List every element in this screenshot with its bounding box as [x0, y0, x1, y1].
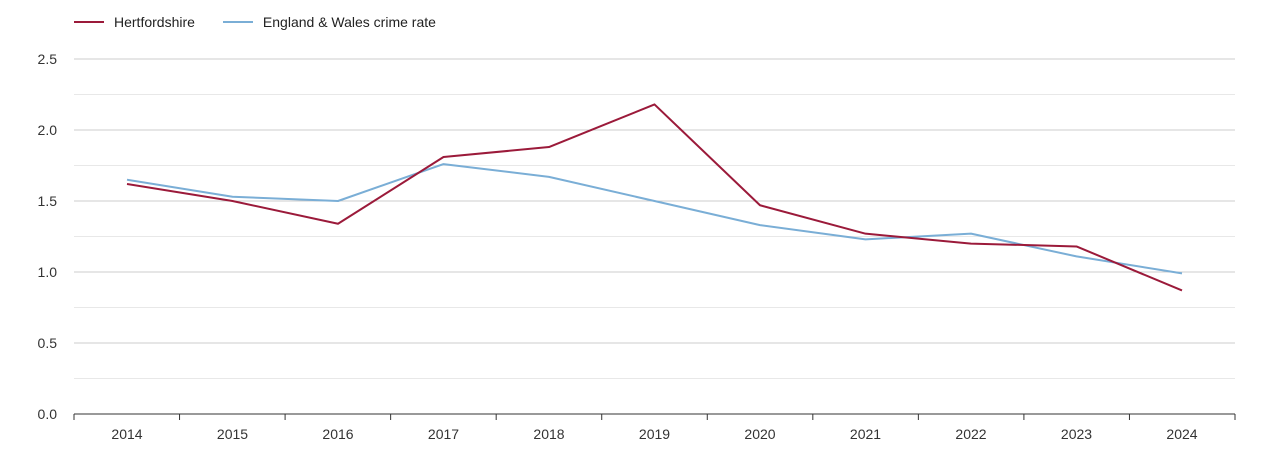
legend-item-england-wales: England & Wales crime rate	[223, 14, 436, 30]
y-tick-label: 0.5	[38, 335, 58, 351]
legend-swatch-england-wales	[223, 21, 253, 23]
x-axis: 2014 2015 2016 2017 2018 2019 2020 2021 2022 2023…	[74, 414, 1235, 442]
grid	[74, 59, 1235, 379]
x-tick-label: 2015	[217, 426, 248, 442]
legend-label-hertfordshire: Hertfordshire	[114, 14, 195, 30]
legend-label-england-wales: England & Wales crime rate	[263, 14, 436, 30]
x-tick-label: 2016	[322, 426, 353, 442]
y-tick-label: 2.5	[38, 51, 58, 67]
y-tick-label: 1.0	[38, 264, 58, 280]
series-group	[127, 104, 1182, 290]
legend-item-hertfordshire: Hertfordshire	[74, 14, 195, 30]
x-tick-label: 2023	[1061, 426, 1092, 442]
y-tick-label: 0.0	[38, 406, 58, 422]
y-tick-label: 2.0	[38, 122, 58, 138]
x-tick-label: 2019	[639, 426, 670, 442]
x-tick-label: 2020	[744, 426, 775, 442]
x-tick-label: 2021	[850, 426, 881, 442]
legend-swatch-hertfordshire	[74, 21, 104, 23]
legend: Hertfordshire England & Wales crime rate	[74, 14, 436, 30]
y-tick-label: 1.5	[38, 193, 58, 209]
x-tick-label: 2024	[1166, 426, 1197, 442]
y-axis: 0.0 0.5 1.0 1.5 2.0 2.5	[38, 51, 58, 422]
series-line-england-wales	[127, 164, 1182, 273]
x-tick-label: 2017	[428, 426, 459, 442]
x-tick-label: 2022	[955, 426, 986, 442]
x-tick-label: 2014	[111, 426, 142, 442]
series-line-hertfordshire	[127, 104, 1182, 290]
x-tick-label: 2018	[533, 426, 564, 442]
